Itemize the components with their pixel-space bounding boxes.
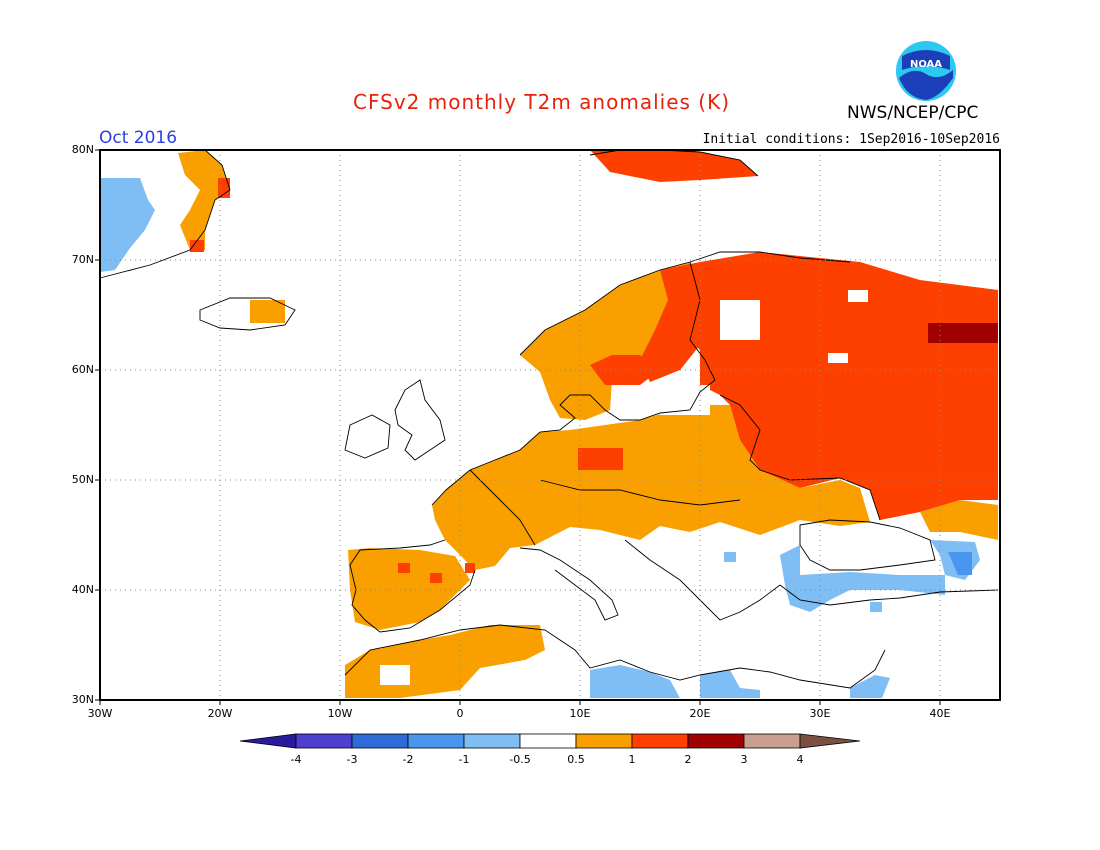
coast-scandinavia: [519, 251, 851, 356]
coast-ireland: [344, 414, 391, 459]
border-west: [469, 469, 536, 546]
anomaly-region-darkred-urals: [928, 323, 998, 343]
colorbar-swatch-2: [351, 733, 409, 749]
anomaly-region-blue-levant: [850, 675, 890, 698]
colorbar-swatch-3: [407, 733, 465, 749]
colorbar-swatch-9: [743, 733, 801, 749]
anomaly-region-blue-balkans: [724, 552, 736, 562]
anomaly-region-red-spain-1: [398, 563, 410, 573]
colorbar: [239, 733, 861, 749]
coast-turkey: [779, 584, 999, 606]
coastlines: [99, 149, 999, 689]
anomaly-region-orange-greenland: [178, 150, 230, 250]
chart-title: CFSv2 monthly T2m anomalies (K): [353, 90, 730, 114]
coast-black-sea: [799, 519, 936, 571]
anomaly-region-blue-egypt: [700, 670, 760, 698]
colorbar-swatch-4: [463, 733, 521, 749]
anomaly-region-red-spain-2: [430, 573, 442, 583]
coast-balkans: [624, 539, 781, 621]
anomaly-shading: [100, 150, 998, 698]
map-frame: [99, 149, 1001, 701]
colorbar-label: -4: [290, 753, 302, 766]
coast-iceland: [199, 297, 296, 331]
lat-label-30n: 30N: [71, 693, 94, 706]
lon-label-20e: 20E: [689, 707, 711, 720]
anomaly-region-blue-aegean: [780, 545, 945, 612]
anomaly-region-red-svalbard: [590, 150, 758, 182]
initial-conditions: Initial conditions: 1Sep2016-10Sep2016: [702, 132, 1000, 147]
anomaly-hole-baltic: [660, 385, 710, 415]
noaa-logo-text: NOAA: [910, 59, 942, 70]
colorbar-label: 0.5: [567, 753, 585, 766]
border-east: [719, 394, 881, 521]
coast-iberia: [349, 539, 476, 633]
lat-label-70n: 70N: [71, 253, 94, 266]
axis-ticks: [95, 149, 941, 705]
lat-label-50n: 50N: [71, 473, 94, 486]
anomaly-region-red-poland: [578, 448, 623, 470]
lon-label-20w: 20W: [207, 707, 233, 720]
lat-label-40n: 40N: [71, 583, 94, 596]
coast-britain: [394, 379, 446, 461]
colorbar-swatch-1: [295, 733, 353, 749]
colorbar-swatch-6: [575, 733, 633, 749]
anomaly-region-blue-libya: [590, 665, 680, 698]
colorbar-label: 1: [628, 753, 636, 766]
anomaly-hole-russia-3: [828, 353, 848, 363]
colorbar-label: 3: [740, 753, 748, 766]
border-central: [539, 479, 741, 506]
anomaly-region-red-greenland-south: [190, 240, 204, 252]
anomaly-hole-russia-2: [848, 290, 868, 302]
lon-label-40e: 40E: [929, 707, 951, 720]
colorbar-label: -3: [346, 753, 358, 766]
colorbar-swatch-7: [631, 733, 689, 749]
lat-label-60n: 60N: [71, 363, 94, 376]
anomaly-hole-africa-1: [380, 665, 410, 685]
lon-label-10w: 10W: [327, 707, 353, 720]
colorbar-swatch-8: [687, 733, 745, 749]
colorbar-label: -2: [402, 753, 414, 766]
anomaly-region-orange-iberia: [348, 548, 470, 630]
lon-label-10e: 10E: [569, 707, 591, 720]
colorbar-label: -0.5: [509, 753, 531, 766]
colorbar-label: 2: [684, 753, 692, 766]
agency-label: NWS/NCEP/CPC: [847, 103, 979, 123]
lon-label-30w: 30W: [87, 707, 113, 720]
anomaly-region-blue-greenland: [100, 178, 155, 272]
lat-label-80n: 80N: [71, 143, 94, 156]
anomaly-hole-russia-1: [720, 300, 760, 340]
lon-label-0: 0: [456, 707, 464, 720]
anomaly-region-red-russia: [690, 252, 998, 520]
anomaly-region-orange-scandinavia: [520, 262, 700, 420]
anomaly-region-blue-black-sea-mid: [948, 552, 972, 575]
colorbar-label: 4: [796, 753, 804, 766]
anomaly-region-orange-west-europe: [432, 405, 870, 570]
anomaly-region-orange-north-africa: [345, 625, 545, 698]
anomaly-region-blue-cyprus: [870, 602, 882, 612]
lon-label-30e: 30E: [809, 707, 831, 720]
anomaly-region-red-finland: [640, 262, 705, 382]
anomaly-region-red-spain-3: [465, 563, 475, 573]
coast-africa: [344, 624, 886, 689]
noaa-logo: NOAA: [896, 41, 956, 101]
forecast-period: Oct 2016: [99, 128, 178, 148]
colorbar-label: -1: [458, 753, 470, 766]
colorbar-swatch-gt-4: [799, 733, 861, 749]
anomaly-hole-africa-2: [495, 678, 507, 688]
colorbar-swatch-lt-4: [239, 733, 297, 749]
coast-italy: [519, 547, 619, 621]
anomaly-region-red-greenland: [218, 178, 230, 198]
anomaly-region-orange-iceland: [250, 300, 285, 323]
gridlines: [100, 150, 1000, 700]
colorbar-swatch-5: [519, 733, 577, 749]
coast-greenland: [99, 149, 231, 279]
